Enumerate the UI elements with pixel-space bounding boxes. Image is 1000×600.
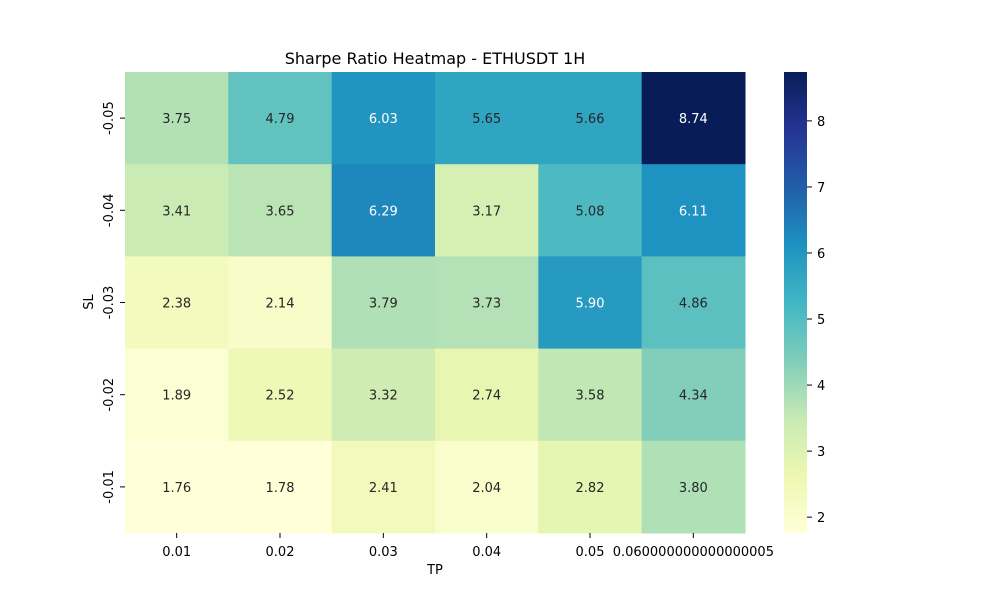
heatmap-cells [125,72,746,534]
cell-value-label: 3.73 [472,297,501,312]
colorbar [784,72,807,533]
heatmap-cell [641,440,746,534]
heatmap-cell [125,440,229,534]
colorbar-tick-label: 3 [817,445,825,460]
cell-value-label: 3.65 [266,204,295,219]
colorbar-tick-label: 6 [817,247,825,262]
x-tick-label: 0.04 [472,545,501,560]
cell-value-label: 3.75 [162,112,191,127]
heatmap-cell [125,348,229,442]
heatmap-cell [435,72,539,165]
cell-value-label: 6.11 [679,204,708,219]
colorbar-tick-label: 2 [817,511,825,526]
colorbar-tick-label: 8 [817,115,825,130]
cell-value-label: 2.41 [369,481,398,496]
cell-value-label: 5.65 [472,112,501,127]
colorbar-tick-label: 7 [817,181,825,196]
cell-value-label: 6.29 [369,204,398,219]
x-axis-label: TP [426,563,443,578]
heatmap-cell [538,256,643,350]
y-axis: -0.05 -0.04 -0.03 -0.02 -0.01 [102,101,125,504]
x-tick-label: 0.02 [266,545,295,560]
heatmap-cell [228,256,333,350]
heatmap-cell [331,440,436,534]
cell-value-label: 2.14 [266,297,295,312]
cell-value-label: 2.04 [472,481,501,496]
cell-value-label: 3.80 [679,481,708,496]
heatmap-cell [228,164,333,257]
cell-value-label: 5.66 [576,112,605,127]
x-tick-label: 0.060000000000000005 [613,545,774,560]
heatmap-cell [435,164,539,257]
heatmap-cell [125,72,229,165]
x-tick-label: 0.05 [576,545,605,560]
heatmap-cell [228,72,333,165]
cell-value-label: 3.41 [162,204,191,219]
heatmap-cell [125,164,229,257]
cell-value-label: 3.17 [472,204,501,219]
chart-title: Sharpe Ratio Heatmap - ETHUSDT 1H [285,49,586,68]
cell-value-label: 4.34 [679,389,708,404]
cell-value-label: 3.32 [369,389,398,404]
y-tick-label: -0.01 [102,470,117,504]
y-tick-label: -0.04 [102,193,117,227]
cell-value-label: 4.79 [266,112,295,127]
y-tick-label: -0.02 [102,378,117,412]
cell-value-label: 5.08 [576,204,605,219]
heatmap-cell [538,72,643,165]
heatmap-cell [435,440,539,534]
cell-value-label: 5.90 [576,297,605,312]
heatmap-cell [538,348,643,442]
cell-value-label: 2.82 [576,481,605,496]
heatmap-cell [641,72,746,165]
heatmap-cell [641,348,746,442]
cell-value-label: 6.03 [369,112,398,127]
colorbar-tick-label: 4 [817,379,825,394]
cell-value-label: 3.58 [576,389,605,404]
x-tick-label: 0.01 [162,545,191,560]
x-tick-label: 0.03 [369,545,398,560]
y-tick-label: -0.05 [102,101,117,135]
heatmap-cell [331,164,436,257]
colorbar-ticks: 2 3 4 5 6 7 8 [807,115,825,526]
cell-value-label: 4.86 [679,297,708,312]
x-axis: 0.01 0.02 0.03 0.04 0.05 0.060000000000000005 [162,533,774,560]
y-tick-label: -0.03 [102,286,117,320]
y-axis-label: SL [82,293,97,309]
cell-value-label: 1.89 [162,389,191,404]
heatmap-cell [538,440,643,534]
heatmap-cell [331,348,436,442]
cell-value-label: 2.38 [162,297,191,312]
cell-annotations: 3.75 4.79 6.03 5.65 5.66 8.74 3.41 3.65 6.29 3.17… [162,112,708,496]
cell-value-label: 2.52 [266,389,295,404]
heatmap-cell [331,256,436,350]
heatmap-cell [538,164,643,257]
heatmap-cell [641,256,746,350]
heatmap-cell [435,256,539,350]
cell-value-label: 1.76 [162,481,191,496]
cell-value-label: 8.74 [679,112,708,127]
heatmap-cell [435,348,539,442]
heatmap-cell [228,348,333,442]
heatmap-cell [331,72,436,165]
colorbar-tick-label: 5 [817,313,825,328]
heatmap-cell [228,440,333,534]
cell-value-label: 1.78 [266,481,295,496]
heatmap-cell [641,164,746,257]
cell-value-label: 3.79 [369,297,398,312]
cell-value-label: 2.74 [472,389,501,404]
heatmap-cell [125,256,229,350]
